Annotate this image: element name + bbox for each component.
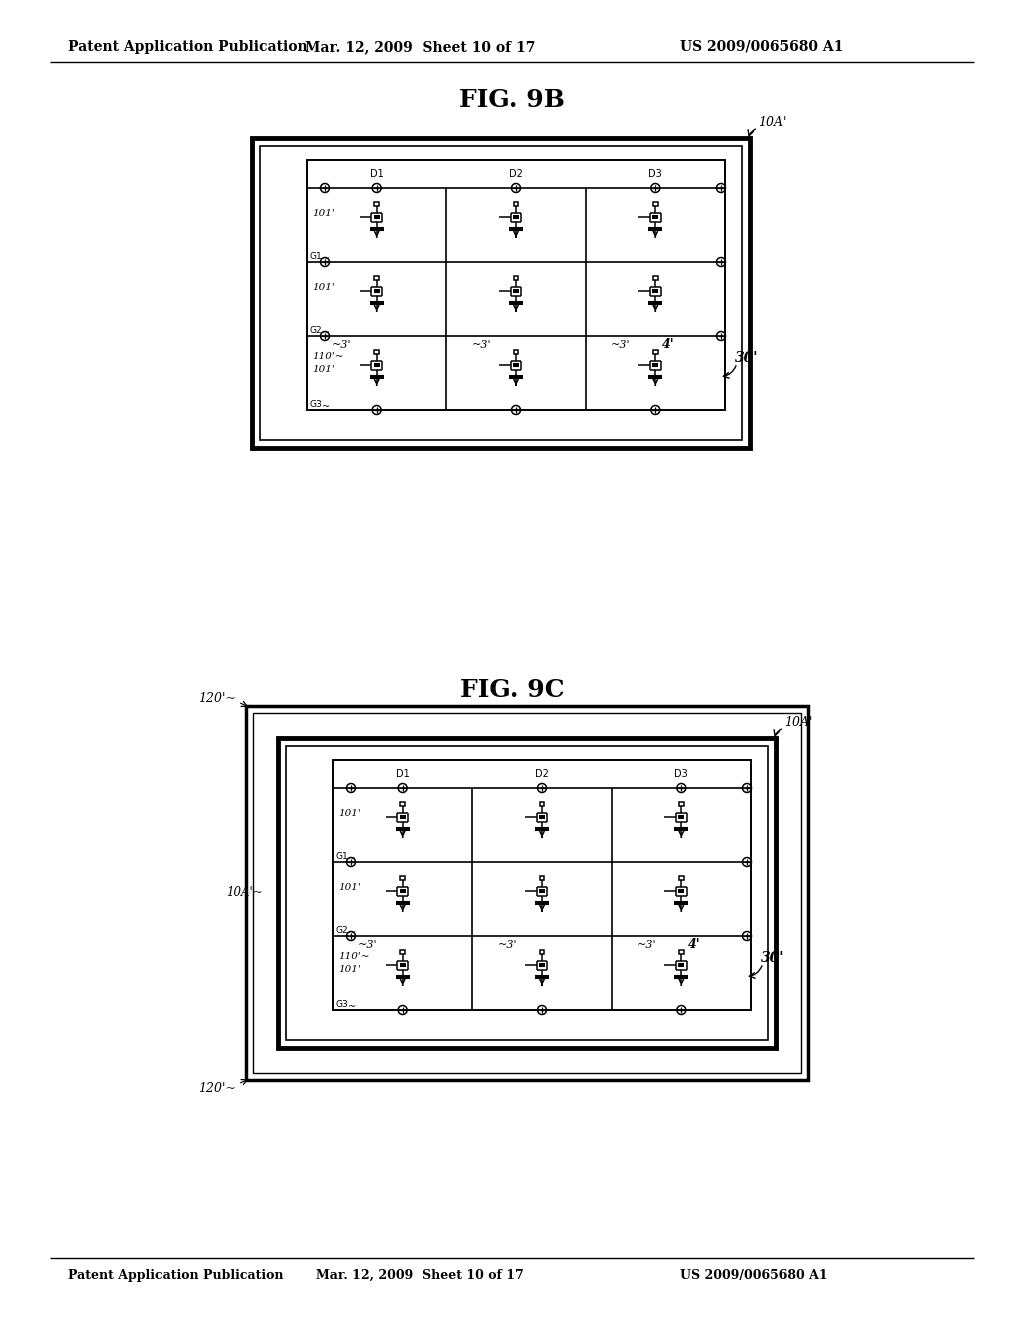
Text: US 2009/0065680 A1: US 2009/0065680 A1 bbox=[680, 40, 844, 54]
Bar bbox=[514, 202, 518, 206]
Text: G3: G3 bbox=[335, 999, 348, 1008]
Bar bbox=[375, 276, 379, 280]
Text: 110'~: 110'~ bbox=[312, 352, 343, 362]
Text: 30': 30' bbox=[761, 952, 784, 965]
Bar bbox=[252, 139, 750, 447]
Bar bbox=[679, 875, 684, 880]
Bar bbox=[679, 801, 684, 807]
Text: ~3': ~3' bbox=[471, 339, 490, 350]
Bar bbox=[400, 875, 406, 880]
Text: D2: D2 bbox=[509, 169, 523, 180]
Text: ~: ~ bbox=[348, 854, 356, 862]
Text: Patent Application Publication: Patent Application Publication bbox=[68, 40, 307, 54]
Text: ~: ~ bbox=[322, 327, 330, 337]
Bar bbox=[375, 350, 379, 354]
Text: ~: ~ bbox=[348, 928, 356, 937]
Bar bbox=[540, 875, 545, 880]
Bar bbox=[253, 713, 801, 1073]
Bar bbox=[307, 160, 725, 411]
Text: D3: D3 bbox=[648, 169, 663, 180]
Text: G2: G2 bbox=[309, 326, 322, 334]
Text: ~: ~ bbox=[322, 401, 330, 411]
Text: D1: D1 bbox=[370, 169, 384, 180]
Bar bbox=[653, 276, 657, 280]
Text: ~3': ~3' bbox=[610, 339, 630, 350]
Bar bbox=[286, 746, 768, 1040]
Text: 101': 101' bbox=[338, 965, 360, 974]
Text: FIG. 9B: FIG. 9B bbox=[459, 88, 565, 112]
Text: ~3': ~3' bbox=[358, 940, 378, 950]
Bar bbox=[246, 706, 808, 1080]
Text: 4': 4' bbox=[663, 338, 675, 351]
Text: Mar. 12, 2009  Sheet 10 of 17: Mar. 12, 2009 Sheet 10 of 17 bbox=[305, 40, 536, 54]
Text: 10A'~: 10A'~ bbox=[226, 887, 263, 899]
Text: 101': 101' bbox=[338, 809, 360, 818]
Text: Mar. 12, 2009  Sheet 10 of 17: Mar. 12, 2009 Sheet 10 of 17 bbox=[316, 1269, 524, 1282]
Text: 4': 4' bbox=[688, 939, 700, 952]
Text: 10A': 10A' bbox=[758, 116, 786, 129]
Text: 30': 30' bbox=[735, 351, 759, 366]
Bar bbox=[653, 350, 657, 354]
Text: FIG. 9C: FIG. 9C bbox=[460, 678, 564, 702]
Text: D1: D1 bbox=[396, 770, 410, 779]
Bar bbox=[514, 276, 518, 280]
Text: ~: ~ bbox=[348, 1002, 356, 1011]
Text: D2: D2 bbox=[536, 770, 549, 779]
Text: G1: G1 bbox=[335, 851, 348, 861]
Text: US 2009/0065680 A1: US 2009/0065680 A1 bbox=[680, 1269, 827, 1282]
Text: 101': 101' bbox=[338, 883, 360, 892]
Bar bbox=[679, 949, 684, 954]
Text: 120'~: 120'~ bbox=[198, 692, 236, 705]
Text: G1: G1 bbox=[309, 252, 322, 260]
Text: D3: D3 bbox=[675, 770, 688, 779]
Text: Patent Application Publication: Patent Application Publication bbox=[68, 1269, 284, 1282]
Bar bbox=[260, 147, 742, 440]
Bar bbox=[400, 801, 406, 807]
Text: 101': 101' bbox=[312, 364, 335, 374]
Bar bbox=[278, 738, 776, 1048]
Text: 101': 101' bbox=[312, 210, 335, 218]
Bar bbox=[514, 350, 518, 354]
Text: G2: G2 bbox=[335, 925, 347, 935]
Text: ~3': ~3' bbox=[637, 940, 656, 950]
Text: ~: ~ bbox=[322, 253, 330, 263]
Bar bbox=[653, 202, 657, 206]
Bar bbox=[540, 949, 545, 954]
Text: G3: G3 bbox=[309, 400, 322, 409]
Bar bbox=[333, 760, 751, 1010]
Text: 10A': 10A' bbox=[784, 717, 812, 730]
Text: 101': 101' bbox=[312, 284, 335, 293]
Text: ~3': ~3' bbox=[498, 940, 517, 950]
Bar bbox=[400, 949, 406, 954]
Bar bbox=[540, 801, 545, 807]
Text: 110'~: 110'~ bbox=[338, 952, 370, 961]
Text: ~3': ~3' bbox=[332, 339, 351, 350]
Bar bbox=[375, 202, 379, 206]
Text: 120'~: 120'~ bbox=[198, 1081, 236, 1094]
